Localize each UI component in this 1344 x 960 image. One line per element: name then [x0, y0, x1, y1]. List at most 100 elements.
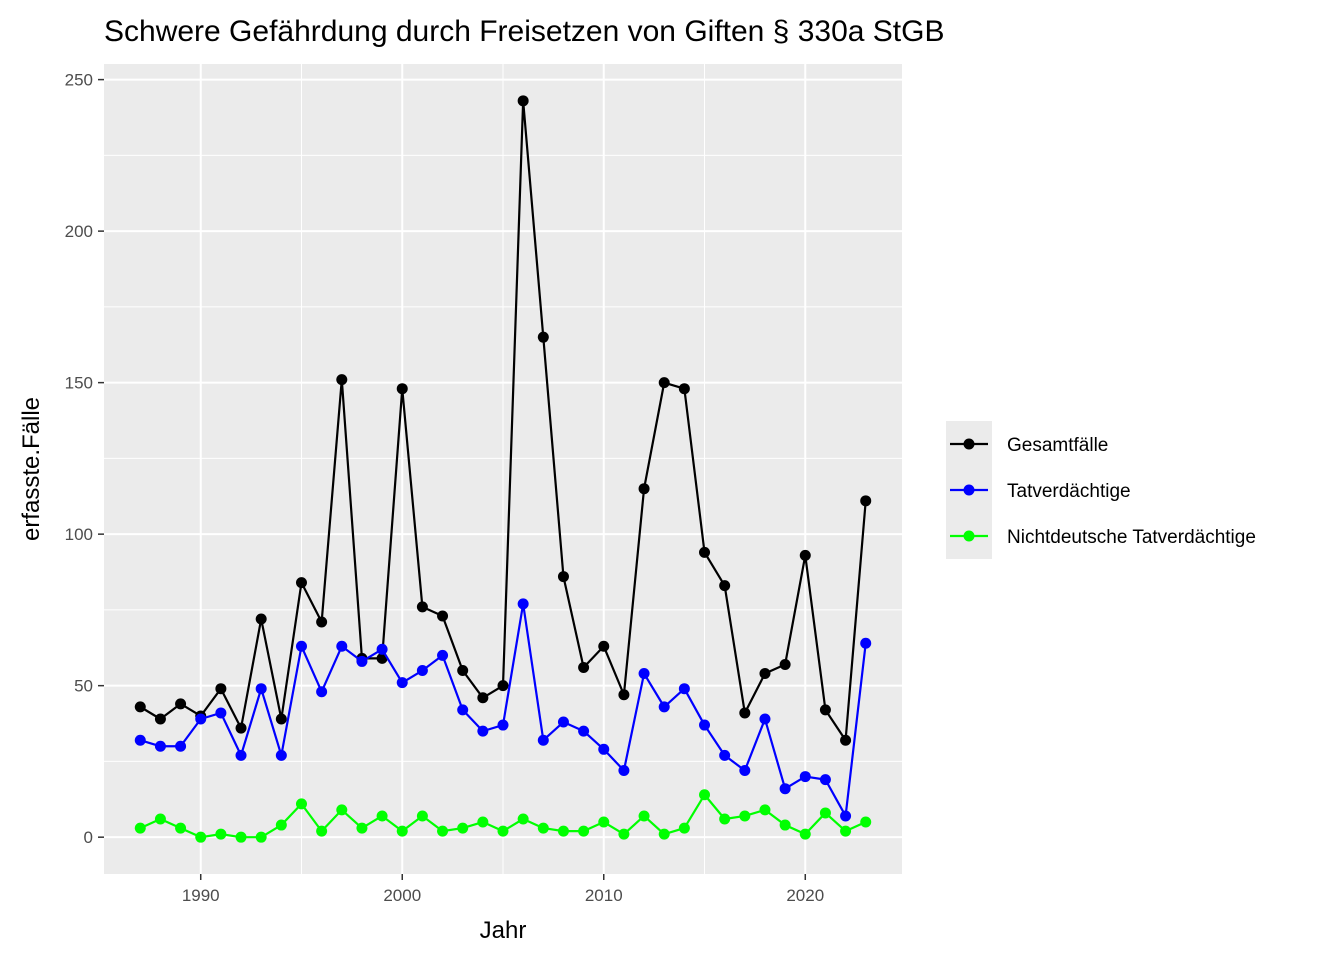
- data-point: [195, 831, 207, 843]
- legend-label: Gesamtfälle: [1007, 435, 1108, 456]
- data-point: [416, 665, 428, 677]
- data-point: [336, 640, 348, 652]
- data-point: [658, 828, 670, 840]
- data-point: [598, 640, 610, 652]
- data-point: [497, 825, 509, 837]
- data-point: [537, 822, 549, 834]
- data-point: [537, 331, 549, 343]
- data-point: [658, 701, 670, 713]
- data-point: [356, 655, 368, 667]
- data-point: [316, 686, 328, 698]
- data-point: [759, 668, 771, 680]
- data-point: [759, 804, 771, 816]
- legend-key-point: [963, 438, 975, 450]
- data-point: [678, 822, 690, 834]
- data-point: [175, 740, 187, 752]
- data-point: [175, 822, 187, 834]
- data-point: [618, 689, 630, 701]
- x-tick-label: 2010: [585, 886, 623, 905]
- data-point: [578, 725, 590, 737]
- x-axis-label: Jahr: [480, 917, 527, 944]
- data-point: [396, 825, 408, 837]
- data-point: [154, 713, 166, 725]
- data-point: [195, 713, 207, 725]
- data-point: [457, 665, 469, 677]
- data-point: [316, 616, 328, 628]
- y-tick-label: 100: [65, 525, 93, 544]
- data-point: [134, 701, 146, 713]
- data-point: [598, 816, 610, 828]
- x-tick-label: 2000: [383, 886, 421, 905]
- data-point: [437, 825, 449, 837]
- data-point: [578, 825, 590, 837]
- data-point: [437, 649, 449, 661]
- y-tick-label: 150: [65, 374, 93, 393]
- data-point: [517, 598, 529, 610]
- data-point: [537, 734, 549, 746]
- legend-key-point: [963, 530, 975, 542]
- data-point: [719, 749, 731, 761]
- data-point: [860, 816, 872, 828]
- data-point: [477, 692, 489, 704]
- data-point: [719, 813, 731, 825]
- y-tick-label: 0: [84, 828, 93, 847]
- legend-label: Tatverdächtige: [1007, 481, 1131, 502]
- data-point: [819, 807, 831, 819]
- data-point: [416, 601, 428, 613]
- legend-label: Nichtdeutsche Tatverdächtige: [1007, 527, 1256, 548]
- data-point: [235, 722, 247, 734]
- data-point: [699, 546, 711, 558]
- data-point: [638, 668, 650, 680]
- data-point: [799, 828, 811, 840]
- data-point: [154, 740, 166, 752]
- data-point: [840, 810, 852, 822]
- data-point: [819, 704, 831, 716]
- x-tick-label: 2020: [786, 886, 824, 905]
- data-point: [739, 707, 751, 719]
- data-point: [235, 831, 247, 843]
- data-point: [416, 810, 428, 822]
- data-point: [396, 383, 408, 395]
- y-axis-label: erfasste.Fälle: [18, 397, 45, 541]
- data-point: [517, 813, 529, 825]
- data-point: [477, 816, 489, 828]
- data-point: [295, 798, 307, 810]
- data-point: [840, 825, 852, 837]
- data-point: [275, 819, 287, 831]
- data-point: [678, 383, 690, 395]
- data-point: [779, 783, 791, 795]
- series-layer: [134, 95, 872, 843]
- data-point: [134, 734, 146, 746]
- data-point: [739, 765, 751, 777]
- data-point: [275, 713, 287, 725]
- data-point: [678, 683, 690, 695]
- data-point: [699, 719, 711, 731]
- data-point: [215, 683, 227, 695]
- legend-key-point: [963, 484, 975, 496]
- axis-layer: 1990 2000 2010 2020 0 50 100 150 200 250: [65, 71, 825, 905]
- data-point: [497, 680, 509, 692]
- data-point: [134, 822, 146, 834]
- data-point: [295, 577, 307, 589]
- data-point: [618, 828, 630, 840]
- data-point: [779, 819, 791, 831]
- data-point: [557, 571, 569, 583]
- data-point: [477, 725, 489, 737]
- data-point: [739, 810, 751, 822]
- data-point: [215, 828, 227, 840]
- data-point: [154, 813, 166, 825]
- legend: Gesamtfälle Tatverdächtige Nichtdeutsche T…: [946, 421, 1256, 559]
- data-point: [376, 643, 388, 655]
- data-point: [578, 661, 590, 673]
- data-point: [275, 749, 287, 761]
- data-point: [457, 704, 469, 716]
- data-point: [598, 743, 610, 755]
- y-tick-label: 250: [65, 71, 93, 90]
- data-point: [457, 822, 469, 834]
- data-point: [376, 810, 388, 822]
- data-point: [557, 716, 569, 728]
- data-point: [840, 734, 852, 746]
- data-point: [638, 810, 650, 822]
- data-point: [819, 774, 831, 786]
